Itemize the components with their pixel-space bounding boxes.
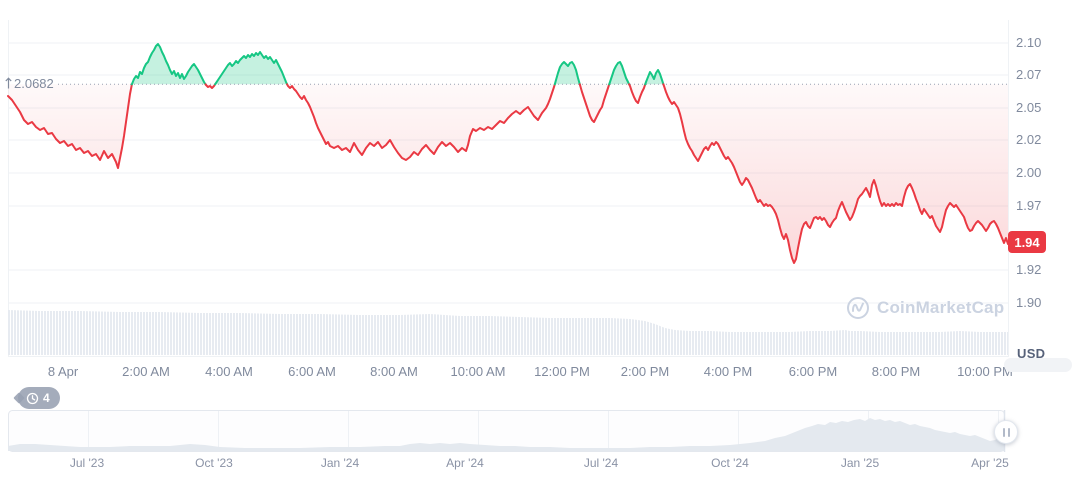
x-axis-tick: 8:00 AM (370, 364, 418, 379)
history-count-value: 4 (43, 391, 50, 405)
x-axis-tick: 2:00 AM (122, 364, 170, 379)
range-axis-tick: Jul '23 (69, 456, 105, 470)
coinmarketcap-watermark: CoinMarketCap (846, 296, 1004, 320)
range-axis-tick: Jan '25 (840, 456, 880, 470)
x-axis-tick: 2:00 PM (620, 364, 670, 379)
x-axis-tick: 10:00 AM (450, 364, 506, 379)
range-axis-tick: Apr '24 (446, 456, 484, 470)
range-selector-handle[interactable] (994, 420, 1018, 444)
clock-icon (26, 392, 39, 405)
x-axis-tick: 6:00 PM (788, 364, 838, 379)
y-axis-tick: 1.92 (1016, 262, 1042, 277)
y-axis-tick: 1.90 (1016, 295, 1042, 310)
y-axis-tick: 1.97 (1016, 198, 1042, 213)
x-axis-tick: 12:00 PM (534, 364, 590, 379)
y-axis-tick: 2.07 (1016, 67, 1042, 82)
open-price-value: 2.0682 (14, 75, 54, 91)
y-axis-tick: 2.02 (1016, 132, 1042, 147)
y-axis-tick: 2.05 (1016, 100, 1042, 115)
coinmarketcap-logo-icon (846, 296, 870, 320)
y-axis-tick: 2.00 (1016, 165, 1042, 180)
x-axis-tick: 10:00 PM (957, 364, 1013, 379)
price-marker-icon (4, 76, 13, 90)
open-price-label: 2.0682 (4, 76, 54, 91)
x-axis-tick: 4:00 PM (703, 364, 753, 379)
range-axis-tick: Oct '24 (711, 456, 749, 470)
x-axis-tick: 8 Apr (47, 364, 79, 379)
x-axis-tick: 4:00 AM (205, 364, 253, 379)
current-price-badge: 1.94 (1008, 231, 1046, 253)
range-axis-tick: Jan '24 (320, 456, 360, 470)
watermark-text: CoinMarketCap (877, 298, 1005, 317)
currency-unit-label: USD (1017, 346, 1046, 361)
x-axis-tick: 6:00 AM (288, 364, 336, 379)
y-axis-tick: 2.10 (1016, 35, 1042, 50)
history-count-badge[interactable]: 4 (18, 387, 60, 409)
range-axis-tick: Jul '24 (583, 456, 619, 470)
range-axis-tick: Apr '25 (971, 456, 1009, 470)
range-axis-tick: Oct '23 (195, 456, 233, 470)
x-axis-tick: 8:00 PM (871, 364, 921, 379)
horizontal-scrollbar-thumb[interactable] (1004, 358, 1072, 372)
